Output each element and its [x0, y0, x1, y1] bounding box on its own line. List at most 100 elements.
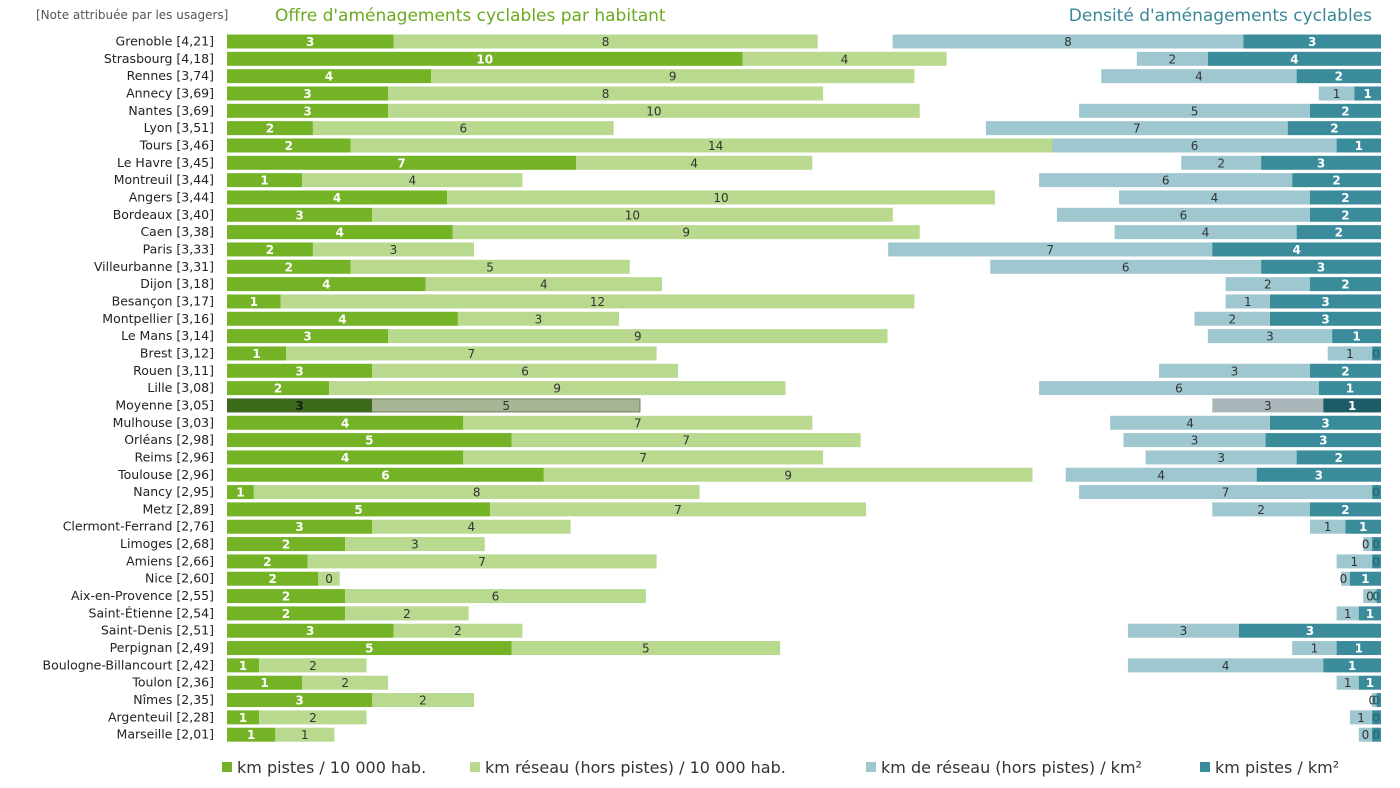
bar-pistes-per-km2: Rouen [3,11]: 1.6 — [1309, 363, 1381, 378]
data-label-pistes-km2: 0 — [1372, 555, 1380, 569]
data-label-reseau-km2: 1 — [1333, 87, 1341, 101]
bar-pistes-per-hab: Dijon [3,18]: 3.7 — [227, 277, 426, 292]
bar-reseau-per-hab: Aix-en-Provence [2,55]: 5.6 — [345, 589, 646, 604]
data-label-reseau-km2: 2 — [1257, 503, 1265, 517]
data-label-reseau-hab: 10 — [646, 104, 661, 118]
bar-reseau-per-km2: Moyenne [3,05]: 2.5 — [1212, 398, 1324, 413]
data-label-pistes-km2: 1 — [1361, 572, 1369, 586]
category-label: Toulon [2,36] — [131, 675, 214, 690]
data-label-pistes-km2: 1 — [1348, 659, 1356, 673]
bar-pistes-per-hab: Boulogne-Billancourt [2,42]: 0.6 — [227, 658, 260, 673]
bar-pistes-per-hab: Angers [3,44]: 4.1 — [227, 190, 448, 205]
bar-pistes-per-hab: Rouen [3,11]: 2.7 — [227, 363, 372, 378]
data-label-pistes-km2: 3 — [1321, 295, 1329, 309]
bar-pistes-per-km2: Besançon [3,17]: 2.5 — [1270, 294, 1381, 309]
category-label: Marseille [2,01] — [117, 727, 214, 742]
legend-label: km pistes / km² — [1215, 758, 1340, 777]
legend-swatch — [222, 762, 232, 772]
legend-swatch — [470, 762, 480, 772]
bar-pistes-per-hab: Le Mans [3,14]: 3 — [227, 329, 389, 344]
data-label-reseau-km2: 0 — [1340, 572, 1348, 586]
bar-pistes-per-hab: Grenoble [4,21]: 3.1 — [227, 34, 394, 49]
data-label-reseau-hab: 8 — [602, 35, 610, 49]
data-label-reseau-hab: 10 — [625, 208, 640, 222]
bar-pistes-per-km2: Tours [3,46]: 1 — [1336, 138, 1381, 153]
bar-pistes-per-km2: Perpignan [2,49]: 1 — [1336, 641, 1381, 656]
data-label-pistes-km2: 0 — [1372, 538, 1380, 552]
data-label-reseau-km2: 1 — [1344, 607, 1352, 621]
bar-reseau-per-hab: Toulouse [2,96]: 9.1 — [543, 467, 1033, 482]
bar-pistes-per-km2: Boulogne-Billancourt [2,42]: 1.3 — [1323, 658, 1381, 673]
category-label: Lille [3,08] — [147, 380, 214, 395]
category-label: Caen [3,38] — [140, 224, 214, 239]
bar-pistes-per-hab: Amiens [2,66]: 1.5 — [227, 554, 308, 569]
data-label-reseau-km2: 3 — [1217, 451, 1225, 465]
category-label: Nantes [3,69] — [128, 103, 214, 118]
category-label: Nice [2,60] — [145, 571, 214, 586]
data-label-reseau-km2: 4 — [1157, 468, 1165, 482]
bar-reseau-per-hab: Perpignan [2,49]: 5 — [511, 641, 781, 656]
bar-pistes-per-km2: Rennes [3,74]: 1.9 — [1296, 69, 1381, 84]
bar-reseau-per-hab: Boulogne-Billancourt [2,42]: 2 — [259, 658, 367, 673]
data-label-pistes-km2: 0 — [1372, 347, 1380, 361]
bar-pistes-per-hab: Annecy [3,69]: 3 — [227, 86, 389, 101]
data-label-reseau-km2: 3 — [1180, 624, 1188, 638]
data-label-pistes-hab: 4 — [341, 451, 349, 465]
data-label-pistes-hab: 1 — [252, 347, 260, 361]
data-label-pistes-hab: 2 — [274, 382, 282, 396]
data-label-reseau-hab: 2 — [309, 711, 317, 725]
bar-reseau-per-km2: Angers [3,44]: 4.3 — [1119, 190, 1310, 205]
bar-reseau-per-hab: Bordeaux [3,40]: 9.7 — [371, 207, 893, 222]
data-label-pistes-hab: 3 — [303, 104, 311, 118]
data-label-reseau-hab: 1 — [301, 728, 309, 742]
category-label: Rouen [3,11] — [133, 363, 214, 378]
bar-reseau-per-hab: Saint-Étienne [2,54]: 2.3 — [345, 606, 469, 621]
bar-pistes-per-hab: Argenteuil [2,28]: 0.6 — [227, 710, 260, 725]
data-label-reseau-hab: 12 — [590, 295, 605, 309]
bar-pistes-per-km2: Nancy [2,95]: 0.2 — [1372, 485, 1381, 500]
bar-pistes-per-hab: Marseille [2,01]: 0.9 — [227, 727, 276, 742]
category-label: Argenteuil [2,28] — [108, 709, 214, 724]
data-label-pistes-km2: 0 — [1372, 711, 1380, 725]
note-label: [Note attribuée par les usagers] — [36, 8, 229, 22]
data-label-pistes-hab: 4 — [338, 312, 346, 326]
bar-pistes-per-hab: Bordeaux [3,40]: 2.7 — [227, 207, 372, 222]
data-label-pistes-hab: 4 — [341, 416, 349, 430]
bar-pistes-per-hab: Tours [3,46]: 2.3 — [227, 138, 351, 153]
data-label-pistes-km2: 1 — [1355, 642, 1363, 656]
data-label-pistes-hab: 3 — [295, 694, 303, 708]
bar-reseau-per-hab: Mulhouse [3,03]: 6.5 — [463, 415, 813, 430]
data-label-pistes-hab: 3 — [303, 87, 311, 101]
data-label-reseau-km2: 3 — [1231, 364, 1239, 378]
category-label: Villeurbanne [3,31] — [94, 259, 214, 274]
bar-pistes-per-hab: Nîmes [2,35]: 2.7 — [227, 693, 372, 708]
bar-pistes-per-km2: Clermont-Ferrand [2,76]: 0.8 — [1345, 519, 1381, 534]
data-label-reseau-km2: 2 — [1217, 156, 1225, 170]
bar-reseau-per-km2: Rouen [3,11]: 3.4 — [1159, 363, 1310, 378]
data-label-reseau-km2: 1 — [1357, 711, 1365, 725]
data-label-reseau-km2: 0 — [1366, 590, 1374, 604]
category-label: Montreuil [3,44] — [114, 172, 214, 187]
data-label-pistes-hab: 2 — [266, 243, 274, 257]
bar-reseau-per-hab: Limoges [2,68]: 2.6 — [345, 537, 485, 552]
legend: km pistes / 10 000 hab. km réseau (hors … — [0, 758, 1400, 782]
data-label-pistes-km2: 3 — [1321, 416, 1329, 430]
bar-pistes-per-km2: Toulon [2,36]: 0.5 — [1358, 675, 1381, 690]
category-label: Rennes [3,74] — [127, 68, 214, 83]
data-label-reseau-km2: 7 — [1046, 243, 1054, 257]
data-label-pistes-km2: 2 — [1335, 70, 1343, 84]
bar-pistes-per-km2: Saint-Denis [2,51]: 3.2 — [1238, 623, 1381, 638]
legend-item-reseau-hab: km réseau (hors pistes) / 10 000 hab. — [470, 758, 786, 777]
legend-label: km de réseau (hors pistes) / km² — [881, 758, 1142, 777]
data-label-pistes-km2: 0 — [1372, 590, 1380, 604]
data-label-pistes-hab: 3 — [306, 624, 314, 638]
bar-pistes-per-km2: Montpellier [3,16]: 2.5 — [1270, 311, 1381, 326]
category-label: Strasbourg [4,18] — [104, 51, 214, 66]
bar-pistes-per-hab: Nantes [3,69]: 3 — [227, 103, 389, 118]
data-label-pistes-hab: 2 — [268, 572, 276, 586]
legend-swatch — [866, 762, 876, 772]
bar-pistes-per-hab: Reims [2,96]: 4.4 — [227, 450, 464, 465]
bar-reseau-per-km2: Orléans [2,98]: 3.2 — [1123, 433, 1266, 448]
data-label-reseau-hab: 9 — [682, 226, 690, 240]
bar-reseau-per-hab: Orléans [2,98]: 6.5 — [511, 433, 861, 448]
